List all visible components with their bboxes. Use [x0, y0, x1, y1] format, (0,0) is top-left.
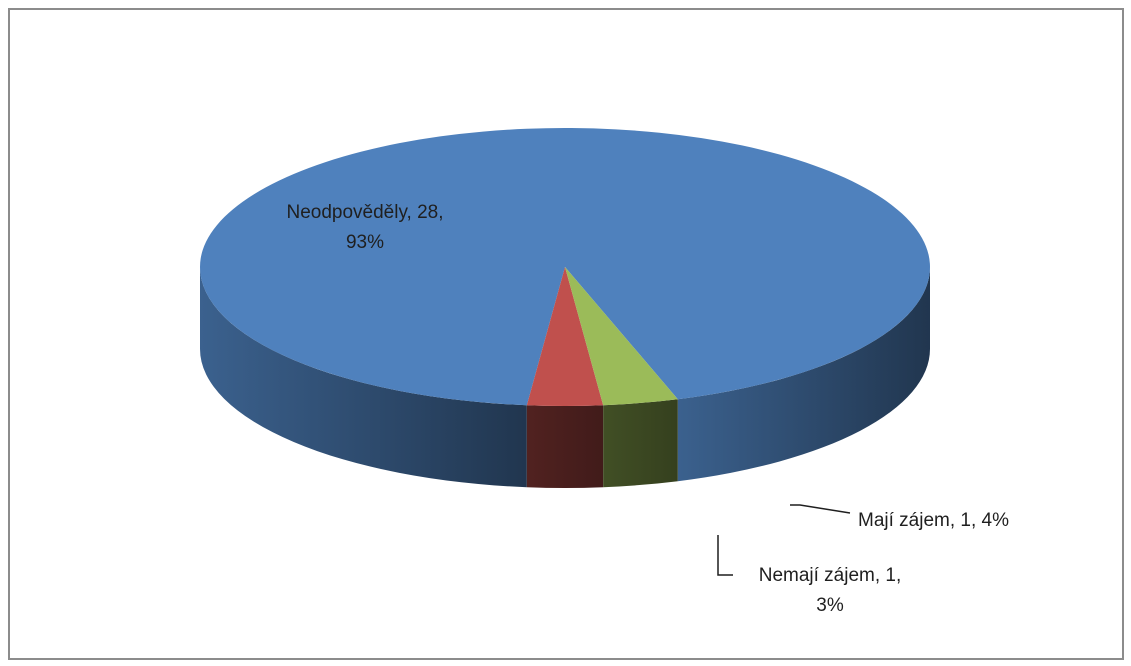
pie-slice-maji-zajem	[526, 267, 604, 406]
data-label-line: Nemají zájem, 1,	[759, 565, 902, 586]
data-label-neodpovedely: Neodpověděly, 28, 93%	[286, 202, 443, 253]
data-label-maji-zajem: Mají zájem, 1, 4%	[858, 510, 1009, 531]
data-label-line: Mají zájem, 1, 4%	[858, 510, 1009, 531]
data-label-line: 3%	[816, 595, 844, 616]
data-label-line: 93%	[346, 232, 384, 253]
side-wall-neodpovedely	[200, 267, 527, 488]
side-wall-nemaji-zajem	[603, 399, 678, 488]
pie-slice-neodpovedely	[199, 127, 930, 406]
side-wall-maji-zajem	[526, 405, 604, 489]
leader-line-nemaji-zajem	[717, 535, 733, 576]
data-label-nemaji-zajem: Nemají zájem, 1, 3%	[759, 565, 902, 616]
data-label-line: Neodpověděly, 28,	[286, 202, 443, 223]
pie-slice-nemaji-zajem	[565, 267, 678, 406]
leader-line-maji-zajem	[790, 504, 851, 514]
side-wall-neodpovedely	[677, 267, 930, 482]
